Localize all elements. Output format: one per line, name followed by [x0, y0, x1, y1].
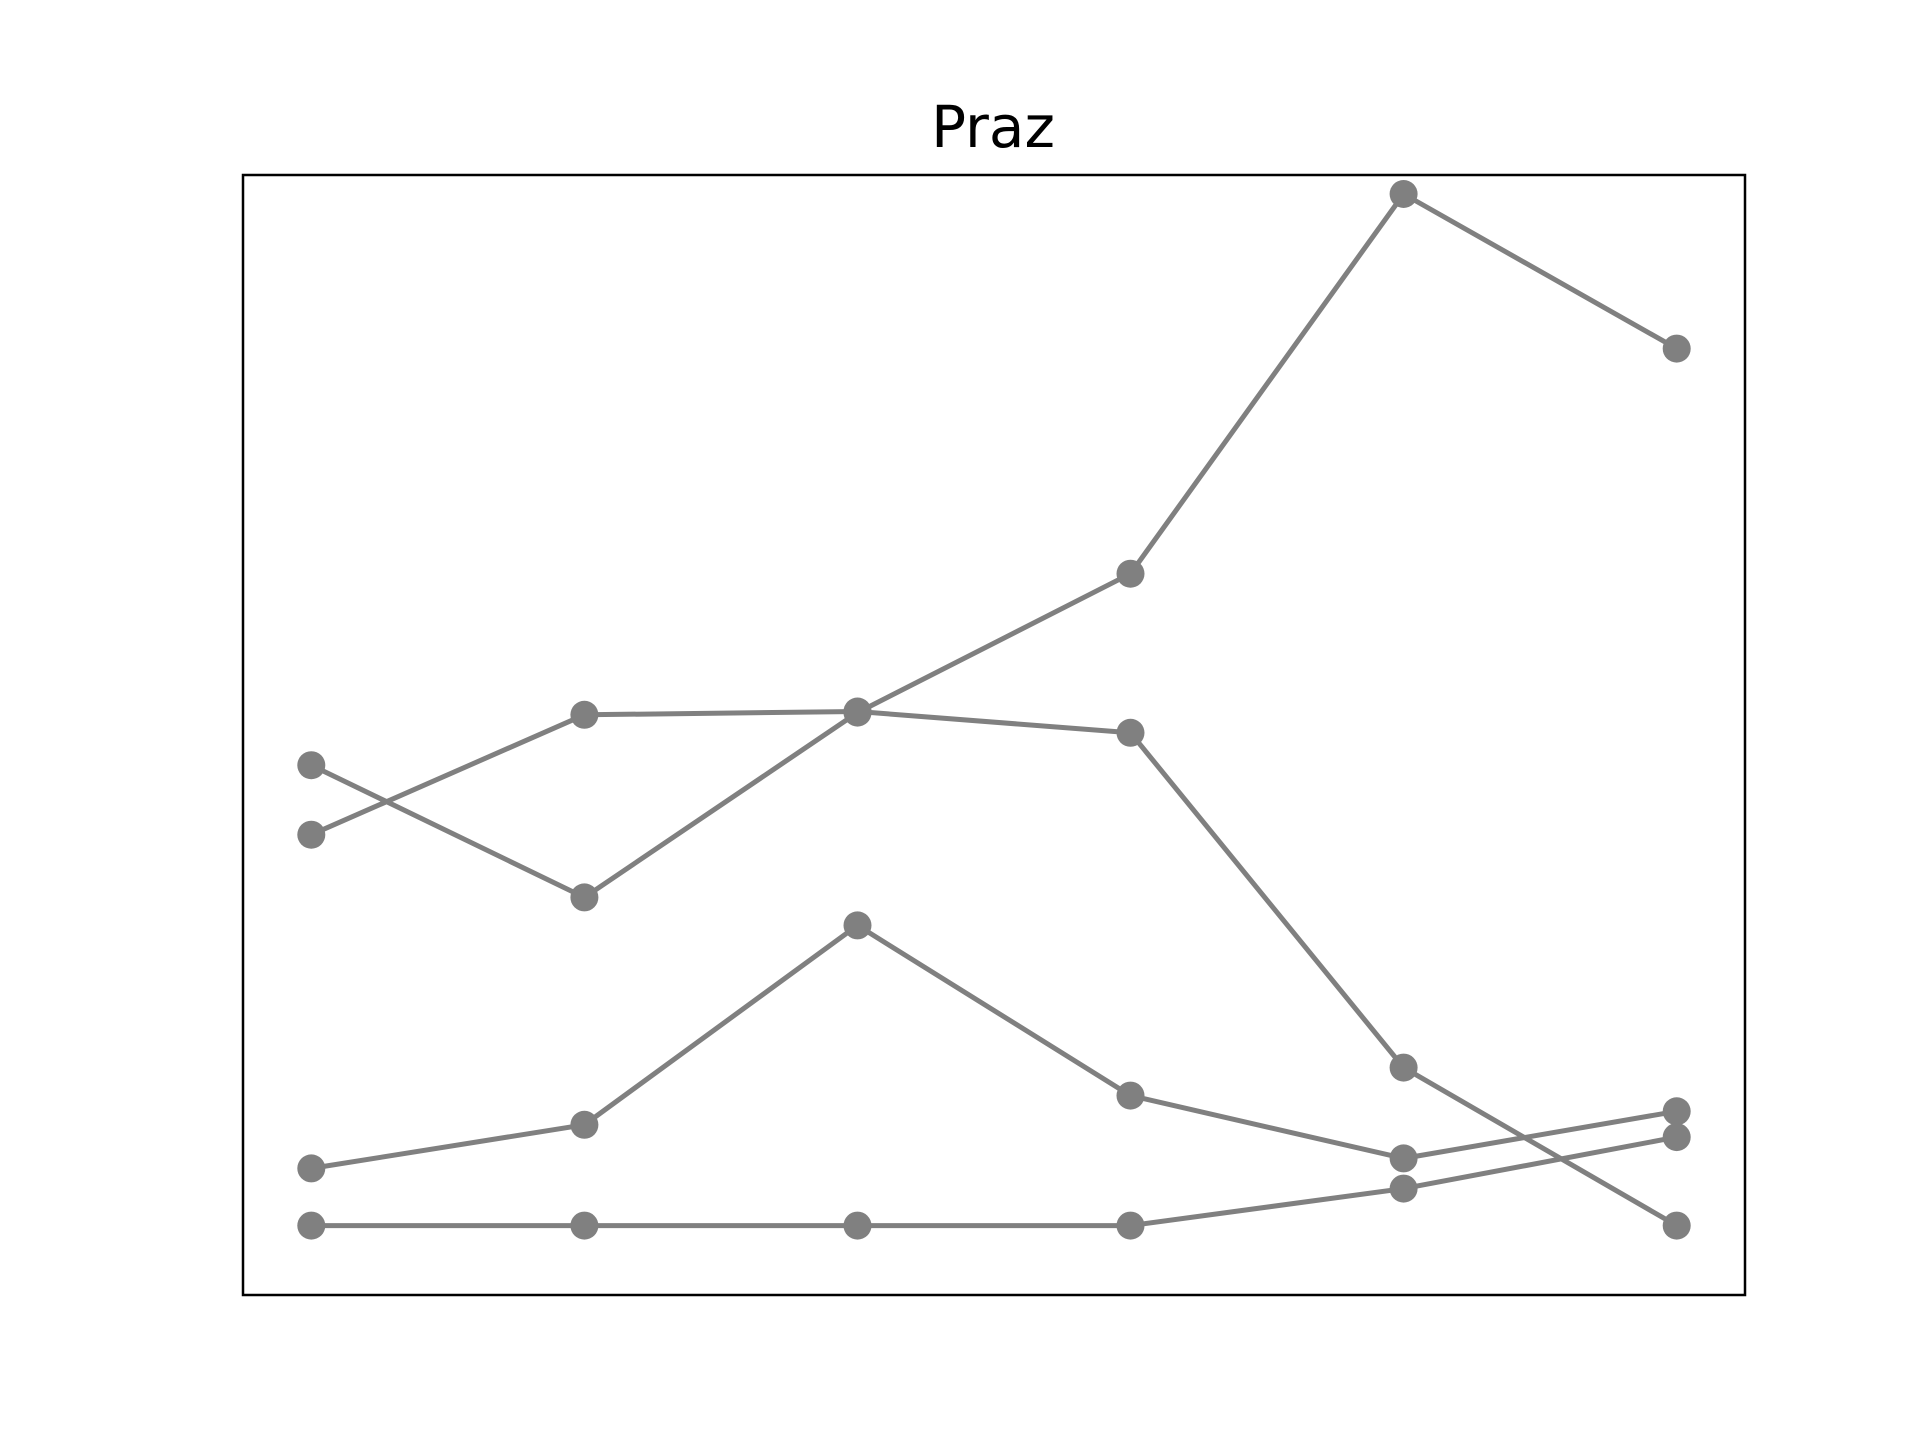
data-point: [1389, 180, 1418, 208]
series-line: [310, 709, 1678, 1228]
data-point: [297, 1211, 326, 1240]
data-point: [1389, 1053, 1418, 1082]
series-line: [310, 191, 1678, 900]
data-point: [1389, 1174, 1418, 1203]
data-point: [1116, 559, 1145, 588]
plot-frame: [241, 173, 1747, 1297]
data-point: [843, 1211, 872, 1240]
data-point: [570, 883, 599, 912]
data-point: [1662, 334, 1691, 363]
series-line: [310, 922, 1678, 1171]
data-point: [1116, 1211, 1145, 1240]
data-point: [1116, 1081, 1145, 1110]
data-point: [570, 1211, 599, 1240]
data-point: [1389, 1144, 1418, 1173]
series-layer: [297, 180, 1691, 1240]
data-point: [1116, 718, 1145, 747]
data-point: [1662, 1097, 1691, 1126]
data-point: [570, 700, 599, 729]
series-4: [297, 911, 1691, 1183]
chart-title: Praz: [931, 93, 1055, 161]
data-point: [843, 911, 872, 940]
data-point: [297, 820, 326, 849]
data-point: [297, 1154, 326, 1183]
data-point: [1662, 1211, 1691, 1240]
series-line: [311, 1134, 1678, 1229]
data-point: [297, 751, 326, 780]
series-1: [297, 180, 1691, 912]
data-point: [843, 697, 872, 726]
series-3: [297, 697, 1691, 1240]
data-point: [570, 1110, 599, 1139]
series-2: [297, 1123, 1691, 1240]
data-point: [1662, 1123, 1691, 1152]
